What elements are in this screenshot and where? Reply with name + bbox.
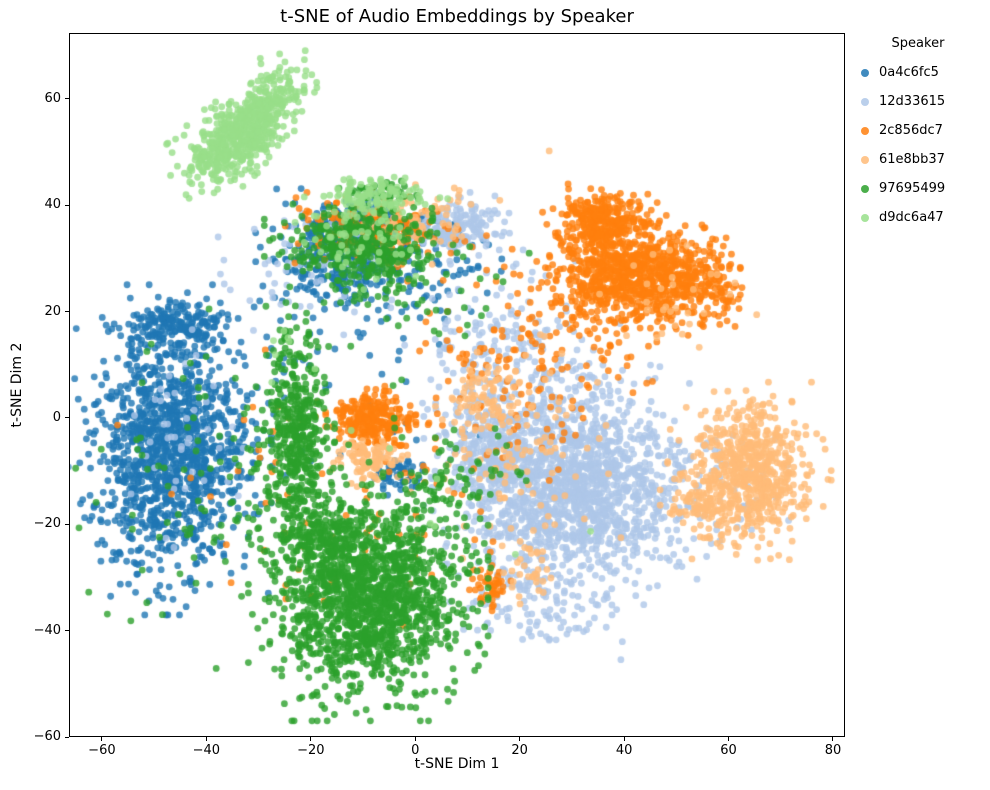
y-tick-mark	[65, 736, 69, 738]
x-tick-mark	[310, 737, 312, 741]
y-tick-mark	[65, 204, 69, 206]
x-tick-mark	[519, 737, 521, 741]
legend-entry: d9dc6a47	[852, 203, 984, 232]
legend-swatch-icon	[861, 68, 869, 77]
y-tick-mark	[65, 630, 69, 632]
y-tick-mark	[65, 98, 69, 100]
x-tick-label: 60	[720, 743, 737, 758]
x-tick-mark	[205, 737, 207, 741]
legend-swatch-icon	[861, 155, 869, 164]
x-tick-label: −40	[192, 743, 221, 758]
x-tick-label: 0	[411, 743, 420, 758]
legend-entry: 97695499	[852, 174, 984, 203]
legend-swatch-icon	[861, 97, 869, 106]
legend-label: 0a4c6fc5	[879, 65, 939, 80]
legend-entry: 0a4c6fc5	[852, 58, 984, 87]
y-tick-mark	[65, 523, 69, 525]
y-tick-label: −60	[33, 729, 61, 744]
x-tick-label: 80	[824, 743, 842, 758]
legend-swatch-icon	[861, 126, 869, 135]
y-tick-label: 0	[52, 409, 61, 425]
legend-swatch-icon	[861, 213, 869, 222]
x-tick-mark	[728, 737, 730, 741]
legend-entry: 2c856dc7	[852, 116, 984, 145]
legend-label: 61e8bb37	[879, 152, 945, 167]
x-tick-label: −20	[297, 743, 325, 758]
y-axis-label: t-SNE Dim 2	[9, 342, 25, 428]
y-tick-label: 60	[44, 90, 61, 106]
x-tick-mark	[101, 737, 103, 741]
x-tick-mark	[623, 737, 625, 741]
legend-title: Speaker	[891, 36, 945, 51]
legend-entries: 0a4c6fc5 12d33615 2c856dc7 61e8bb37 97695499…	[852, 58, 984, 232]
x-tick-label: 40	[615, 743, 633, 758]
legend-label: 12d33615	[879, 94, 946, 109]
y-tick-label: −40	[33, 622, 61, 638]
y-tick-label: −20	[33, 516, 61, 532]
x-axis-label: t-SNE Dim 1	[414, 756, 500, 772]
legend-entry: 12d33615	[852, 87, 984, 116]
legend: Speaker 0a4c6fc5 12d33615 2c856dc7 61e8bb37…	[852, 36, 984, 232]
x-tick-mark	[414, 737, 416, 741]
legend-label: d9dc6a47	[879, 210, 944, 225]
legend-label: 2c856dc7	[879, 123, 943, 138]
legend-label: 97695499	[879, 181, 946, 196]
legend-entry: 61e8bb37	[852, 145, 984, 174]
y-tick-mark	[65, 311, 69, 313]
x-tick-mark	[832, 737, 834, 741]
y-tick-mark	[65, 417, 69, 419]
y-tick-label: 20	[44, 303, 61, 319]
legend-swatch-icon	[861, 184, 869, 193]
x-tick-label: −60	[88, 743, 116, 758]
x-tick-label: 20	[511, 743, 528, 758]
y-tick-label: 40	[44, 197, 61, 213]
